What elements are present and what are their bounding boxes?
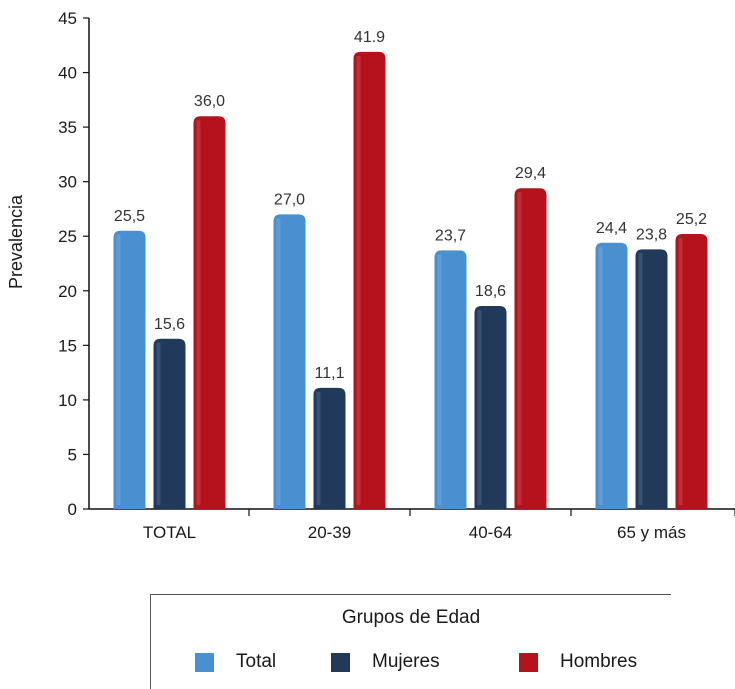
y-tick-label: 35 (58, 118, 77, 137)
data-label-total-0: 25,5 (114, 208, 145, 225)
data-label-total-1: 27,0 (274, 191, 305, 208)
data-label-hombres-3: 25,2 (676, 211, 707, 228)
bar-chart: Prevalencia 0 5 10 15 20 25 30 35 40 45 TOTAL 20-39… (6, 9, 735, 542)
legend-title: Grupos de Edad (341, 607, 481, 628)
data-label-total-3: 24,4 (596, 220, 627, 237)
legend-item-total: Total (195, 650, 276, 674)
y-axis-label: Prevalencia (6, 194, 26, 289)
data-label-hombres-2: 29,4 (515, 165, 546, 182)
y-tick-label: 15 (58, 336, 77, 355)
bar-highlight-hombres-0 (196, 120, 201, 505)
bar-highlight-mujeres-2 (477, 310, 482, 505)
data-label-hombres-0: 36,0 (194, 93, 225, 110)
bar-highlight-hombres-1 (356, 55, 361, 506)
x-tick-label-0: TOTAL (143, 523, 196, 542)
x-tick-label-3: 65 y más (617, 523, 686, 542)
bar-highlight-hombres-3 (678, 238, 683, 506)
x-tick-label-2: 40-64 (469, 523, 512, 542)
bar-highlight-mujeres-0 (156, 342, 161, 505)
bar-highlight-total-1 (276, 218, 281, 505)
data-label-mujeres-1: 11,1 (315, 365, 345, 382)
y-tick-label: 5 (68, 445, 77, 464)
y-tick-label: 30 (58, 173, 77, 192)
legend-label-total: Total (236, 651, 277, 672)
y-tick-label: 20 (58, 282, 77, 301)
bar-total-3 (595, 242, 628, 509)
bar-highlight-total-3 (598, 246, 603, 505)
bar-highlight-mujeres-3 (638, 253, 643, 505)
bar-mujeres-1 (313, 387, 346, 509)
bar-hombres-1 (353, 51, 386, 510)
legend-label-hombres: Hombres (560, 651, 638, 672)
bar-highlight-hombres-2 (517, 192, 522, 506)
data-label-mujeres-3: 23,8 (636, 226, 667, 243)
y-tick-label: 45 (58, 9, 77, 28)
legend: Grupos de Edad Total Mujeres Hombres (150, 594, 671, 689)
data-label-mujeres-2: 18,6 (475, 283, 506, 300)
bar-highlight-total-0 (116, 234, 121, 505)
legend-swatch-mujeres (331, 652, 350, 672)
bar-mujeres-3 (635, 249, 668, 509)
legend-item-hombres: Hombres (519, 650, 637, 674)
bar-total-1 (273, 214, 306, 509)
bar-total-0 (113, 230, 146, 509)
bar-total-2 (434, 250, 467, 509)
legend-item-mujeres: Mujeres (331, 650, 440, 674)
legend-swatch-hombres (519, 652, 538, 672)
legend-swatch-total (195, 652, 214, 672)
legend-label-mujeres: Mujeres (372, 651, 440, 672)
x-tick-label-1: 20-39 (308, 523, 351, 542)
bar-hombres-3 (675, 234, 708, 510)
bar-hombres-2 (514, 188, 547, 510)
bar-highlight-mujeres-1 (316, 391, 321, 505)
bar-hombres-0 (193, 116, 226, 509)
y-tick-label: 10 (58, 391, 77, 410)
bar-highlight-total-2 (437, 254, 442, 505)
data-label-hombres-1: 41.9 (354, 29, 385, 46)
data-label-mujeres-0: 15,6 (154, 316, 185, 333)
bar-mujeres-2 (474, 306, 507, 509)
data-label-total-2: 23,7 (435, 227, 466, 244)
bar-mujeres-0 (153, 338, 186, 509)
y-tick-label: 25 (58, 227, 77, 246)
y-tick-label: 40 (58, 64, 77, 83)
y-tick-label: 0 (68, 500, 77, 519)
